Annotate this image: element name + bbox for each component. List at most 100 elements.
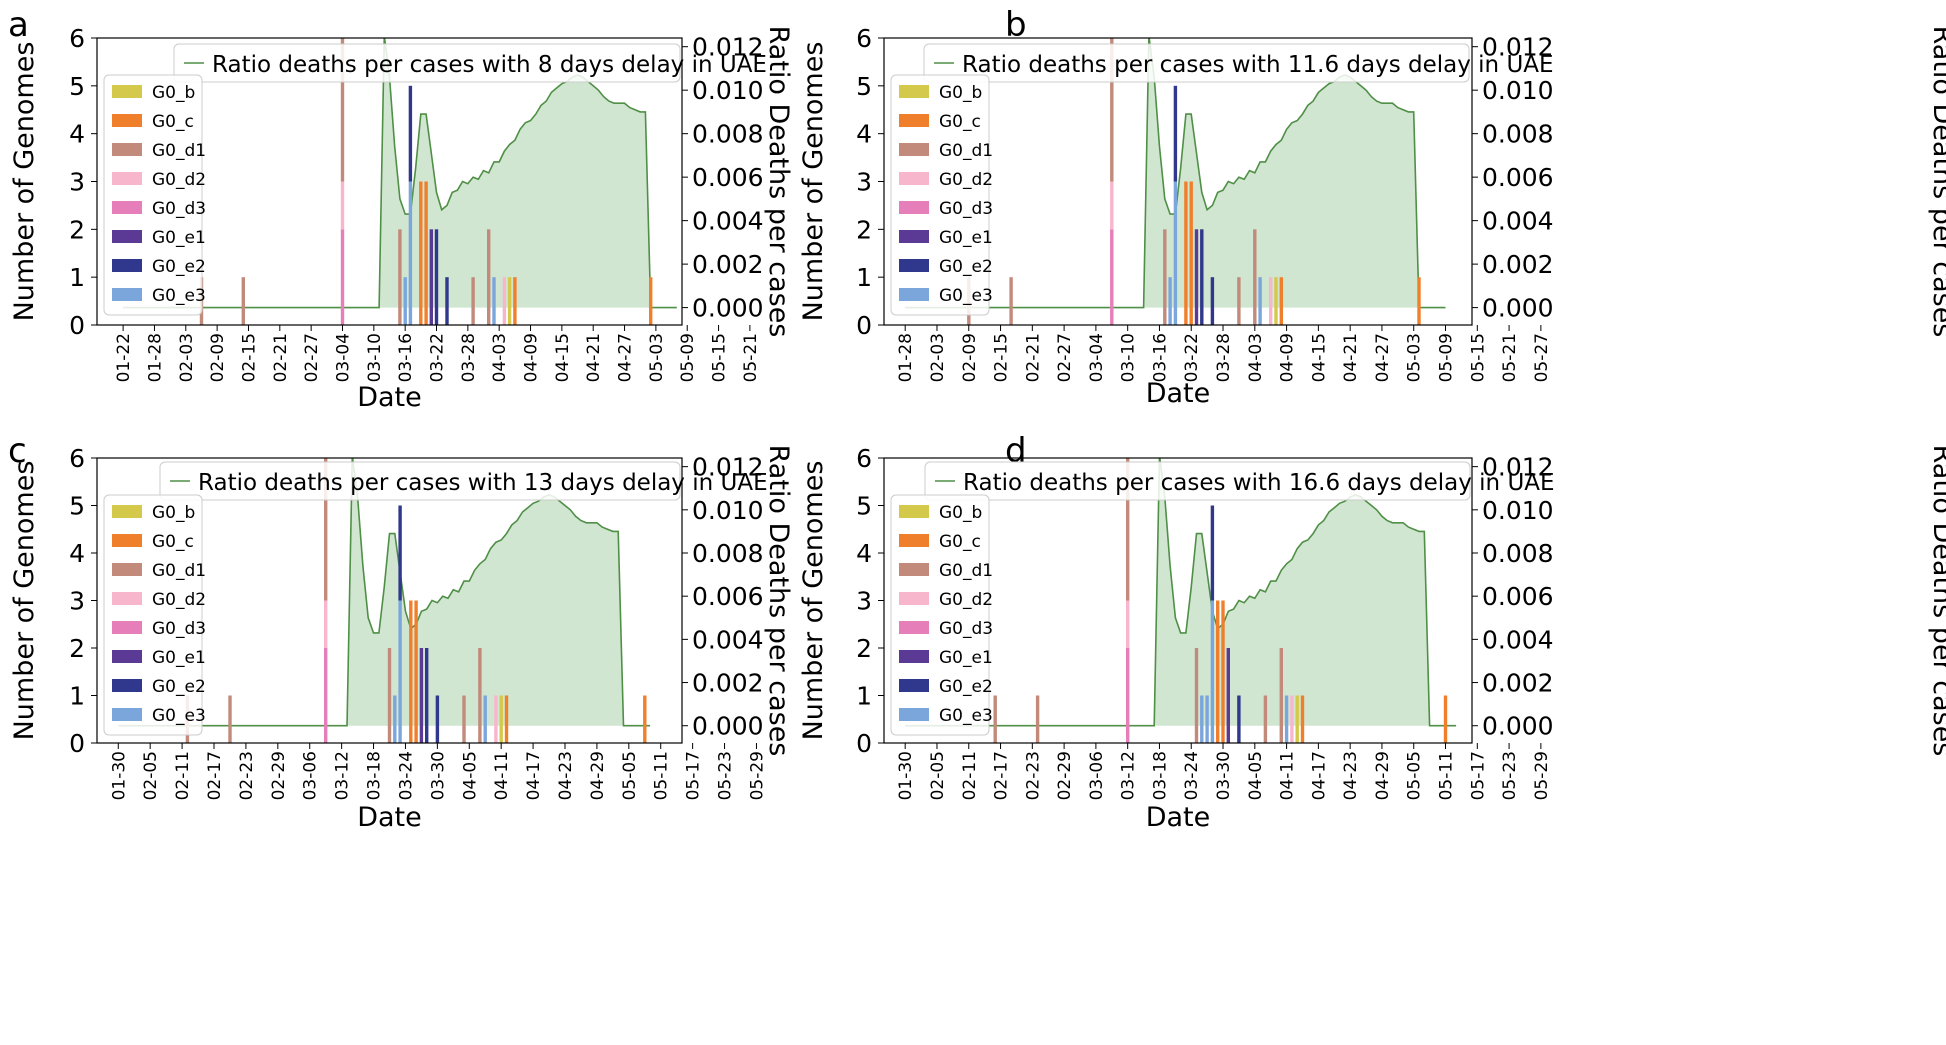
y-tick-label: 6 [69, 444, 85, 473]
x-tick-label: 03-24 [396, 751, 416, 800]
legend-label-G0_d3: G0_d3 [152, 619, 206, 639]
bar-G0_c-7-0 [414, 600, 418, 743]
y2-tick-label: 0.012 [692, 453, 764, 482]
legend-swatch-G0_d2 [112, 172, 142, 185]
bar-G0_d1-12-0 [1253, 229, 1257, 325]
bar-G0_d2-14-0 [1290, 695, 1294, 743]
legend-label-G0_e2: G0_e2 [152, 257, 206, 277]
x-tick-label: 03-06 [1087, 751, 1107, 800]
legend-label-G0_d1: G0_d1 [152, 141, 206, 161]
bar-G0_c-6-0 [419, 181, 423, 325]
x-tick-label: 04-03 [1246, 333, 1266, 382]
x-tick-label: 02-09 [208, 333, 228, 382]
x-tick-label: 04-21 [584, 333, 604, 382]
bar-G0_e3-13-0 [483, 695, 487, 743]
y-tick-label: 5 [69, 492, 85, 521]
legend-label-G0_e2: G0_e2 [939, 677, 993, 697]
x-tick-label: 02-15 [992, 333, 1012, 382]
x-tick-label: 01-30 [896, 751, 916, 800]
x-tick-label: 04-05 [460, 751, 480, 800]
y-tick-label: 2 [856, 634, 872, 663]
bar-G0_e3-6-0 [1210, 600, 1215, 743]
genome-legend-box [103, 494, 203, 736]
legend-swatch-G0_c [899, 534, 929, 547]
bar-G0_e3-4-0 [393, 695, 397, 743]
x-tick-label: 03-04 [1087, 333, 1107, 382]
x-tick-label: 03-16 [1150, 333, 1170, 382]
bar-G0_e2-5-1 [1173, 85, 1178, 182]
y2-tick-label: 0.008 [1482, 120, 1554, 149]
bar-G0_d3-2-0 [1126, 648, 1130, 743]
bar-G0_c-7-0 [1189, 181, 1193, 325]
y2-tick-label: 0.006 [1482, 163, 1554, 192]
legend-swatch-G0_e1 [112, 650, 142, 663]
x-tick-label: 03-04 [333, 333, 353, 382]
legend-label-G0_d2: G0_d2 [939, 590, 993, 610]
bar-G0_d1-11-0 [471, 277, 475, 325]
bar-G0_e3-4-0 [1168, 277, 1172, 325]
legend-swatch-G0_e3 [899, 288, 929, 301]
bar-G0_e1-8-0 [419, 648, 424, 743]
bar-G0_b-15-0 [1295, 695, 1299, 743]
y-tick-label: 4 [856, 120, 872, 149]
y-tick-label: 5 [69, 72, 85, 101]
y-axis-label: Number of Genomes [9, 461, 40, 741]
line-legend-box [173, 43, 681, 83]
y-tick-label: 5 [856, 492, 872, 521]
x-tick-label: 03-10 [365, 333, 385, 382]
y2-tick-label: 0.000 [692, 712, 764, 741]
x-axis-label: Date [1146, 378, 1211, 409]
legend-label-G0_b: G0_b [152, 503, 195, 523]
legend-label-G0_d3: G0_d3 [939, 199, 993, 219]
y-tick-label: 4 [856, 539, 872, 568]
x-tick-label: 05-27 [1532, 333, 1552, 382]
x-tick-label: 05-03 [647, 333, 667, 382]
bar-G0_e3-4-0 [1200, 695, 1204, 743]
legend-swatch-G0_d1 [899, 563, 929, 576]
legend-label-G0_b: G0_b [939, 503, 982, 523]
legend-label-G0_e1: G0_e1 [939, 228, 993, 248]
x-tick-label: 05-23 [1500, 751, 1520, 800]
x-tick-label: 03-18 [1150, 751, 1170, 800]
legend-swatch-G0_d3 [112, 621, 142, 634]
y-tick-label: 2 [856, 215, 872, 244]
x-tick-label: 05-17 [1468, 751, 1488, 800]
y2-tick-label: 0.000 [1482, 294, 1554, 323]
x-tick-label: 02-15 [239, 333, 259, 382]
x-tick-label: 02-17 [205, 751, 225, 800]
plot-area [123, 38, 677, 325]
y-axis-label: Number of Genomes [9, 42, 40, 322]
line-legend-label: Ratio deaths per cases with 13 days dela… [198, 470, 768, 496]
y2-tick-label: 0.012 [1482, 453, 1554, 482]
x-tick-label: 03-12 [333, 751, 353, 800]
y2-tick-label: 0.010 [692, 496, 764, 525]
x-tick-label: 01-28 [896, 333, 916, 382]
x-tick-label: 02-17 [992, 751, 1012, 800]
bar-G0_c-16-0 [1300, 695, 1305, 743]
y-tick-label: 2 [69, 215, 85, 244]
legend-swatch-G0_e1 [112, 230, 142, 243]
x-tick-label: 03-30 [1214, 751, 1234, 800]
bar-G0_d2-2-1 [324, 600, 328, 648]
y2-tick-label: 0.010 [1482, 496, 1554, 525]
y2-axis-label: Ratio Deaths per cases [1927, 26, 1946, 338]
x-tick-label: 04-21 [1341, 333, 1361, 382]
bar-G0_c-6-0 [409, 600, 413, 743]
legend-label-G0_b: G0_b [939, 83, 982, 103]
legend-swatch-G0_b [899, 85, 929, 98]
legend-label-G0_e1: G0_e1 [152, 228, 206, 248]
x-tick-label: 04-17 [524, 751, 544, 800]
x-tick-label: 01-22 [114, 333, 134, 382]
x-tick-label: 04-03 [490, 333, 510, 382]
bar-G0_d1-2-2 [324, 458, 328, 601]
bar-G0_e2-5-1 [408, 85, 413, 182]
legend-swatch-G0_d2 [112, 592, 142, 605]
x-tick-label: 05-21 [741, 333, 761, 382]
bar-G0_e2-10-0 [435, 695, 440, 743]
y-tick-label: 0 [856, 311, 872, 340]
x-tick-label: 02-27 [302, 333, 322, 382]
bar-G0_e2-9-0 [425, 648, 429, 743]
bar-G0_e3-13-0 [492, 277, 496, 325]
x-tick-label: 05-11 [652, 751, 672, 800]
x-tick-label: 02-27 [1055, 333, 1075, 382]
